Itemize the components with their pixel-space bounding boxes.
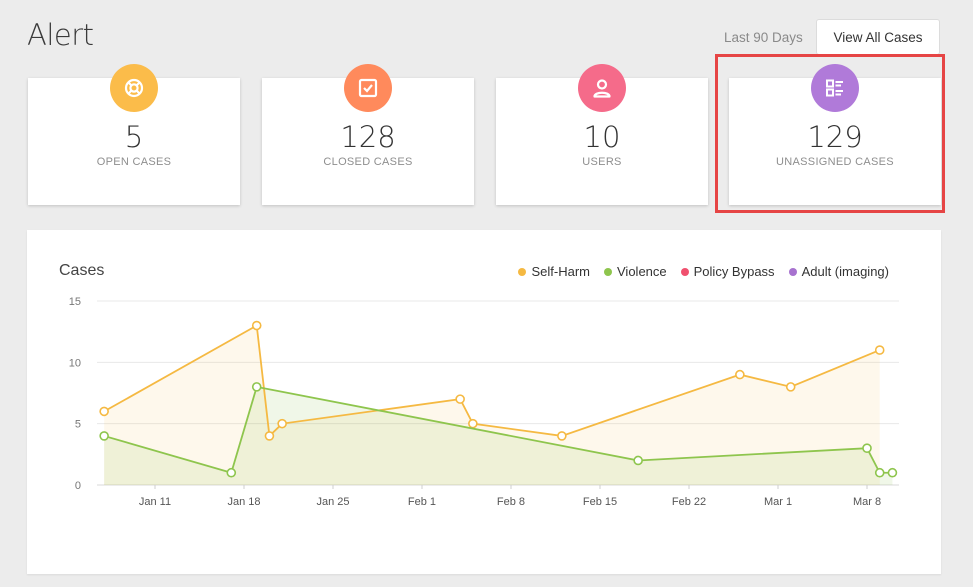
data-point-violence xyxy=(887,467,898,478)
x-tick-label: Jan 25 xyxy=(316,496,349,508)
legend-dot-violence xyxy=(604,267,612,276)
legend-item-violence[interactable]: Violence xyxy=(604,264,667,279)
data-point-self-harm xyxy=(99,406,109,417)
data-point-violence xyxy=(862,443,872,453)
stat-card-closed-cases[interactable]: 128 CLOSED CASES xyxy=(262,64,474,205)
data-point-self-harm xyxy=(455,394,465,404)
page-title: Alert xyxy=(27,18,94,52)
open-cases-value: 5 xyxy=(124,120,144,154)
x-tick-label: Mar 8 xyxy=(853,496,881,508)
open-cases-badge xyxy=(110,64,158,112)
y-tick-label: 10 xyxy=(69,357,81,369)
data-point-self-harm xyxy=(735,369,745,380)
x-tick-label: Feb 8 xyxy=(497,496,525,508)
legend-dot-adult-imaging xyxy=(788,267,797,276)
users-badge xyxy=(578,64,626,112)
data-point-self-harm xyxy=(874,345,885,355)
y-tick-label: 0 xyxy=(75,480,81,492)
data-point-self-harm xyxy=(264,431,275,441)
series-line-self-harm xyxy=(103,324,881,438)
legend-label-violence: Violence xyxy=(617,264,667,279)
stat-card-users[interactable]: 10 USERS xyxy=(496,64,708,205)
x-tick-label: Feb 1 xyxy=(408,496,436,508)
legend-dot-policy-bypass xyxy=(680,267,689,276)
date-range-label: Last 90 Days xyxy=(724,30,803,45)
cases-chart-panel: 0 5 10 15 Jan 11 Jan 18 Jan 25 Feb 1 Feb 8 Feb 15… xyxy=(27,230,941,574)
legend-label-self-harm: Self-Harm xyxy=(531,264,590,279)
x-tick-label: Feb 15 xyxy=(583,496,617,508)
y-tick-label: 15 xyxy=(69,296,81,308)
data-point-violence xyxy=(633,455,643,466)
checkbox-icon xyxy=(358,78,378,98)
data-point-violence xyxy=(251,382,262,392)
y-tick-label: 5 xyxy=(75,419,81,431)
data-point-self-harm xyxy=(251,320,262,331)
legend-item-self-harm[interactable]: Self-Harm xyxy=(518,264,590,279)
stat-card-unassigned-cases[interactable]: 129 UNASSIGNED CASES xyxy=(729,64,941,205)
x-tick-label: Jan 11 xyxy=(139,496,171,508)
users-label: USERS xyxy=(582,156,622,168)
lifebuoy-icon xyxy=(124,78,144,98)
closed-cases-badge xyxy=(344,64,392,112)
chart-legend: Self-Harm Violence Policy Bypass Adult (… xyxy=(518,264,889,279)
stat-card-open-cases[interactable]: 5 OPEN CASES xyxy=(28,64,240,205)
series-area-self-harm xyxy=(104,325,880,485)
user-icon xyxy=(593,79,611,98)
legend-item-adult-imaging[interactable]: Adult (imaging) xyxy=(788,264,889,279)
unassigned-cases-value: 129 xyxy=(807,120,863,154)
users-value: 10 xyxy=(583,120,621,154)
data-point-self-harm xyxy=(277,418,287,429)
closed-cases-label: CLOSED CASES xyxy=(323,156,413,168)
highlight-box xyxy=(715,54,945,213)
unassigned-cases-badge xyxy=(811,64,859,112)
data-point-violence xyxy=(874,467,885,478)
list-icon xyxy=(826,79,843,97)
data-point-self-harm xyxy=(785,382,796,392)
x-tick-label: Jan 18 xyxy=(227,496,260,508)
unassigned-cases-label: UNASSIGNED CASES xyxy=(776,156,894,168)
legend-item-policy-bypass[interactable]: Policy Bypass xyxy=(680,264,775,279)
legend-label-policy-bypass: Policy Bypass xyxy=(693,264,775,279)
data-point-violence xyxy=(99,431,109,441)
cases-chart: 0 5 10 15 Jan 11 Jan 18 Jan 25 Feb 1 Feb 8 Feb 15… xyxy=(69,296,899,508)
data-point-violence xyxy=(226,467,237,478)
closed-cases-value: 128 xyxy=(340,120,396,154)
chart-title: Cases xyxy=(59,262,105,279)
x-tick-label: Mar 1 xyxy=(764,496,792,508)
x-tick-label: Feb 22 xyxy=(672,496,706,508)
data-point-self-harm xyxy=(468,418,478,429)
legend-dot-self-harm xyxy=(518,267,527,276)
data-point-self-harm xyxy=(557,431,567,441)
view-all-cases-button[interactable]: View All Cases xyxy=(816,19,940,55)
legend-label-adult-imaging: Adult (imaging) xyxy=(801,264,889,279)
open-cases-label: OPEN CASES xyxy=(96,156,172,168)
series-area-violence xyxy=(104,386,893,485)
